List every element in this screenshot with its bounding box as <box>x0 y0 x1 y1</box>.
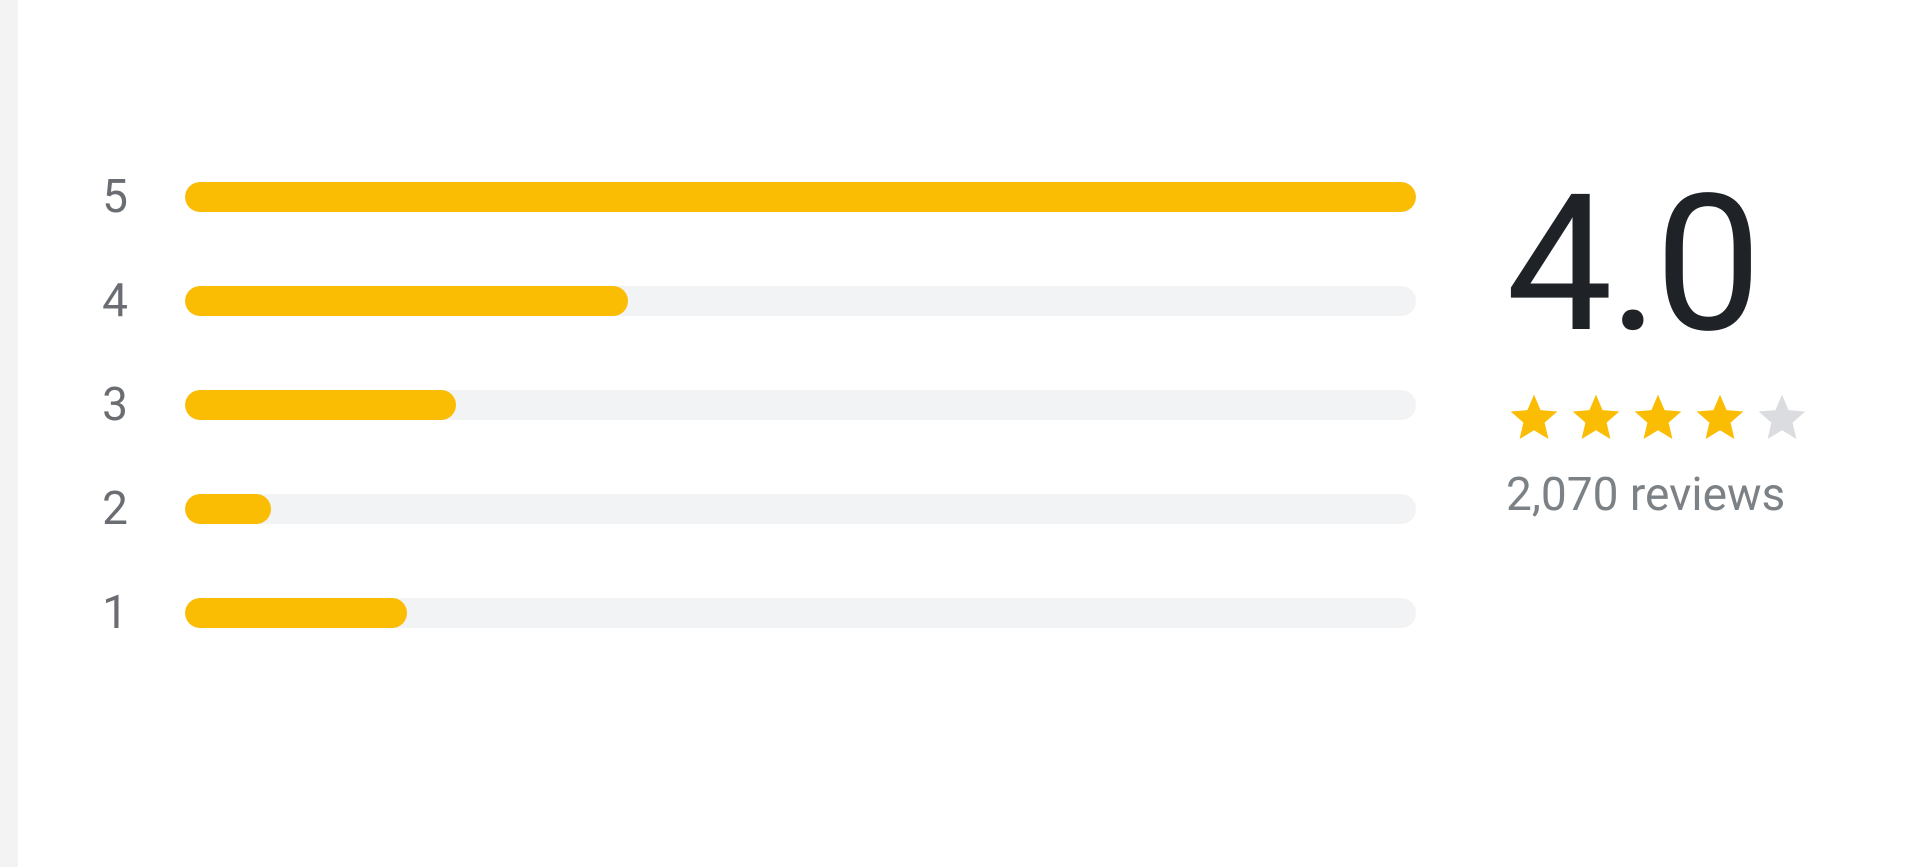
star-icon <box>1630 390 1686 446</box>
star-icon <box>1754 390 1810 446</box>
rating-bar-fill <box>185 494 271 524</box>
rating-bar-label: 1 <box>100 586 130 640</box>
rating-bar-fill <box>185 286 628 316</box>
rating-bar-fill <box>185 182 1416 212</box>
rating-bar-track <box>185 598 1416 628</box>
rating-bar-row: 2 <box>100 482 1416 536</box>
rating-bar-row: 1 <box>100 586 1416 640</box>
rating-bar-label: 4 <box>100 274 130 328</box>
rating-bar-row: 3 <box>100 378 1416 432</box>
rating-bar-label: 5 <box>100 170 130 224</box>
rating-bar-label: 2 <box>100 482 130 536</box>
rating-summary-section: 4.0 2,070 reviews <box>1506 170 1810 522</box>
rating-bar-track <box>185 286 1416 316</box>
star-icon <box>1568 390 1624 446</box>
rating-bar-track <box>185 494 1416 524</box>
rating-bar-label: 3 <box>100 378 130 432</box>
star-icon <box>1506 390 1562 446</box>
rating-bar-fill <box>185 390 456 420</box>
star-icon <box>1692 390 1748 446</box>
rating-bars-section: 5 4 3 2 1 <box>100 170 1416 640</box>
rating-bar-track <box>185 182 1416 212</box>
reviews-count-text: 2,070 reviews <box>1506 468 1785 522</box>
rating-bar-row: 4 <box>100 274 1416 328</box>
rating-bar-fill <box>185 598 407 628</box>
star-rating-row <box>1506 390 1810 446</box>
rating-bar-track <box>185 390 1416 420</box>
average-rating-score: 4.0 <box>1506 170 1758 360</box>
rating-bar-row: 5 <box>100 170 1416 224</box>
